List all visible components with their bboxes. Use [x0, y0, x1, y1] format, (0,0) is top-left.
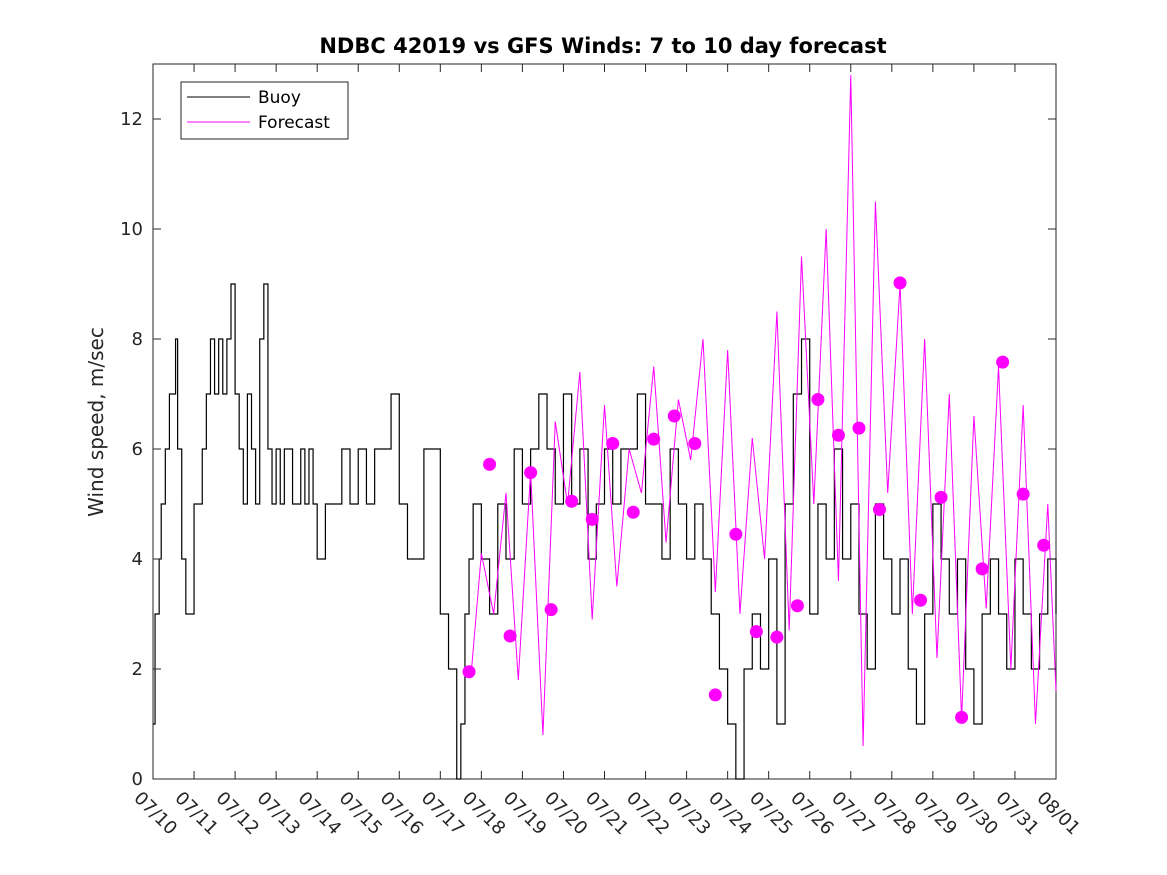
x-tick-label: 07/23: [663, 788, 715, 840]
forecast-marker: [647, 432, 661, 446]
forecast-marker: [483, 457, 497, 471]
legend: Buoy Forecast: [180, 81, 349, 140]
y-tick-layer: 0 2 4 6 8 10 12: [120, 109, 1056, 790]
x-tick-label: 07/27: [827, 788, 879, 840]
forecast-marker: [873, 503, 887, 516]
x-tick-label: 07/10: [129, 788, 181, 840]
forecast-marker: [708, 688, 722, 702]
forecast-marker: [790, 599, 804, 613]
forecast-marker: [503, 629, 517, 643]
x-tick-label: 07/30: [950, 788, 1002, 840]
y-tick-label: 4: [132, 549, 143, 570]
chart-title: NDBC 42019 vs GFS Winds: 7 to 10 day for…: [319, 34, 886, 58]
forecast-marker: [606, 437, 620, 450]
forecast-marker: [811, 393, 825, 406]
x-tick-label: 07/19: [499, 788, 551, 840]
x-tick-label: 07/21: [581, 788, 633, 840]
x-tick-label: 08/01: [1032, 788, 1084, 840]
x-tick-label: 07/15: [335, 788, 387, 840]
forecast-marker: [565, 494, 579, 508]
y-tick-label: 0: [132, 769, 143, 790]
x-tick-label: 07/13: [253, 788, 305, 840]
forecast-marker: [462, 665, 476, 679]
forecast-marker: [749, 625, 763, 639]
forecast-marker: [729, 527, 743, 541]
forecast-marker: [831, 428, 845, 442]
buoy-series-layer: [153, 283, 1057, 780]
y-tick-label: 2: [132, 659, 143, 680]
x-tick-label: 07/11: [171, 788, 223, 840]
legend-label-buoy: Buoy: [258, 88, 301, 108]
forecast-marker: [544, 603, 558, 617]
forecast-marker: [893, 276, 907, 290]
x-tick-label: 07/12: [212, 788, 264, 840]
legend-label-forecast: Forecast: [258, 113, 330, 133]
x-tick-label: 07/18: [458, 788, 510, 840]
y-tick-label: 10: [120, 219, 143, 240]
y-tick-label: 6: [132, 439, 143, 460]
x-tick-label: 07/14: [294, 788, 346, 840]
y-tick-label: 12: [120, 109, 143, 130]
forecast-marker: [626, 505, 640, 519]
y-axis-label: Wind speed, m/sec: [84, 327, 108, 517]
x-tick-label: 07/17: [417, 788, 469, 840]
forecast-marker: [934, 490, 948, 504]
forecast-marker: [1037, 538, 1051, 552]
buoy-series-line: [153, 283, 1057, 780]
x-tick-label: 07/25: [745, 788, 797, 840]
forecast-marker: [914, 593, 928, 607]
forecast-marker-layer: [462, 276, 1051, 724]
forecast-marker: [1016, 487, 1030, 501]
x-tick-label: 07/22: [622, 788, 674, 840]
x-tick-label: 07/16: [376, 788, 428, 840]
forecast-marker: [585, 512, 599, 526]
x-tick-label: 07/31: [991, 788, 1043, 840]
legend-box: [180, 81, 349, 140]
x-tick-label: 07/24: [704, 788, 756, 840]
forecast-marker: [688, 437, 702, 450]
forecast-marker: [955, 710, 969, 724]
x-tick-label: 07/20: [540, 788, 592, 840]
forecast-marker: [975, 562, 989, 576]
x-tick-label: 07/28: [868, 788, 920, 840]
x-tick-label: 07/29: [909, 788, 961, 840]
forecast-marker: [524, 466, 538, 480]
forecast-marker: [667, 409, 681, 423]
forecast-marker: [770, 630, 784, 644]
forecast-marker: [852, 421, 866, 435]
y-tick-label: 8: [132, 329, 143, 350]
forecast-marker: [996, 355, 1010, 369]
x-tick-label: 07/26: [786, 788, 838, 840]
